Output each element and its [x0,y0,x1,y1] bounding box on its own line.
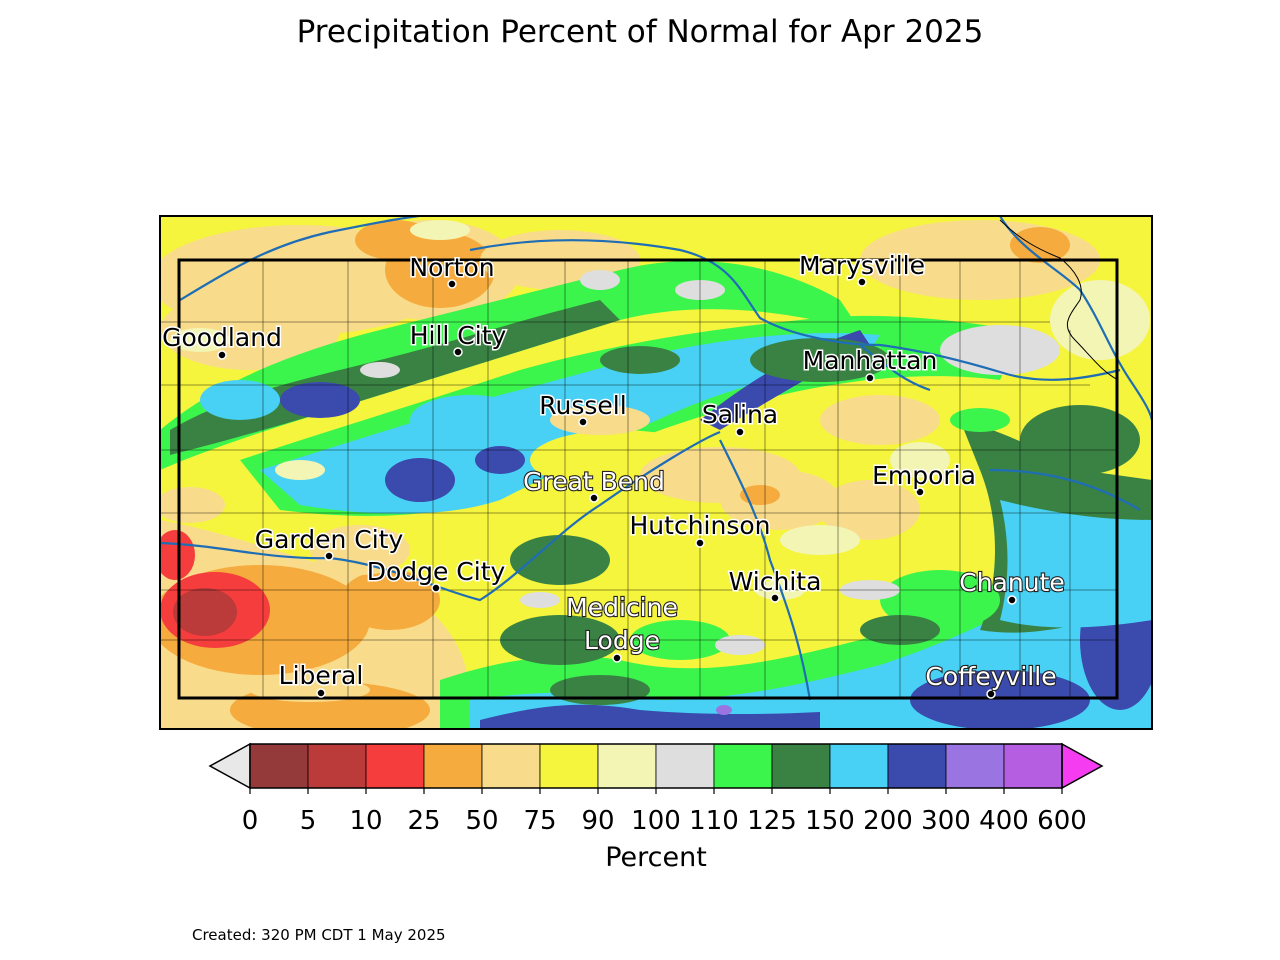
city-marker-great-bend [589,493,599,503]
colorbar-bin-90-100 [597,743,657,789]
colorbar-bin-125-150 [771,743,831,789]
colorbar-tick-label: 90 [581,806,614,836]
colorbar-tick-label: 5 [300,806,317,836]
city-label-norton: Norton [409,253,494,282]
colorbar-bin-150-200 [829,743,889,789]
city-label-hutchinson: Hutchinson [630,511,771,540]
city-marker-hutchinson [695,538,705,548]
colorbar: 0 5 10 25 50 75 90 100 110 125 150 200 300 400 600 [208,742,1104,836]
colorbar-bin-25-50 [423,743,483,789]
colorbar-tick-label: 25 [407,806,440,836]
map-title: Precipitation Percent of Normal for Apr … [296,14,984,50]
colorbar-tick-label: 110 [689,806,739,836]
city-label-coffeyville: Coffeyville [925,662,1056,691]
colorbar-under-arrow [208,742,251,790]
city-label-emporia: Emporia [872,461,976,490]
city-marker-norton [447,279,457,289]
city-marker-emporia [915,487,925,497]
city-marker-manhattan [865,373,875,383]
city-marker-wichita [770,593,780,603]
city-label-marysville: Marysville [799,251,925,280]
city-label-salina: Salina [702,400,778,429]
colorbar-bin-5-10 [307,743,367,789]
city-marker-russell [578,417,588,427]
colorbar-tick-label: 400 [979,806,1029,836]
city-label-garden-city: Garden City [255,525,404,554]
city-marker-liberal [316,688,326,698]
city-marker-garden-city [324,551,334,561]
colorbar-label: Percent [605,842,707,873]
colorbar-tick-label: 0 [242,806,259,836]
colorbar-tick-label: 10 [349,806,382,836]
kansas-state-border [177,258,1119,700]
colorbar-tick-label: 300 [921,806,971,836]
colorbar-tick-label: 125 [747,806,797,836]
map-area [160,216,1152,729]
colorbar-bin-400-600 [1003,743,1063,789]
precip-field [160,220,1152,729]
city-label-liberal: Liberal [279,661,364,690]
colorbar-bin-300-400 [945,743,1005,789]
city-marker-coffeyville [986,689,996,699]
city-label-chanute: Chanute [959,568,1065,597]
colorbar-bin-50-75 [481,743,541,789]
colorbar-bin-110-125 [713,743,773,789]
city-marker-chanute [1007,595,1017,605]
city-label-russell: Russell [539,391,626,420]
colorbar-bin-0-5 [249,743,309,789]
city-label-medicine-lodge: Medicine Lodge [566,593,678,655]
colorbar-over-arrow [1061,742,1104,790]
city-label-goodland: Goodland [162,323,282,352]
colorbar-bin-200-300 [887,743,947,789]
city-label-manhattan: Manhattan [803,346,938,375]
colorbar-tick-label: 200 [863,806,913,836]
missouri-river-border [999,219,1119,381]
rivers [160,216,1152,701]
city-marker-hill-city [453,347,463,357]
colorbar-bin-75-90 [539,743,599,789]
colorbar-bin-10-25 [365,743,425,789]
city-marker-salina [735,427,745,437]
city-labels: Norton Marysville Goodland Hill City Manhatt… [161,250,1066,699]
city-marker-goodland [217,350,227,360]
colorbar-tick-label: 50 [465,806,498,836]
city-label-wichita: Wichita [729,567,822,596]
county-lines [160,259,1116,698]
city-marker-marysville [857,277,867,287]
colorbar-tick-label: 100 [631,806,681,836]
colorbar-tick-label: 600 [1037,806,1087,836]
city-label-hill-city: Hill City [410,321,507,350]
city-marker-dodge-city [431,583,441,593]
colorbar-tick-label: 75 [523,806,556,836]
city-label-dodge-city: Dodge City [367,557,506,586]
city-marker-medicine-lodge [612,653,622,663]
created-timestamp: Created: 320 PM CDT 1 May 2025 [192,926,446,944]
colorbar-bin-100-110 [655,743,715,789]
city-label-great-bend: Great Bend [523,467,665,496]
colorbar-tick-label: 150 [805,806,855,836]
map-frame [159,215,1153,730]
